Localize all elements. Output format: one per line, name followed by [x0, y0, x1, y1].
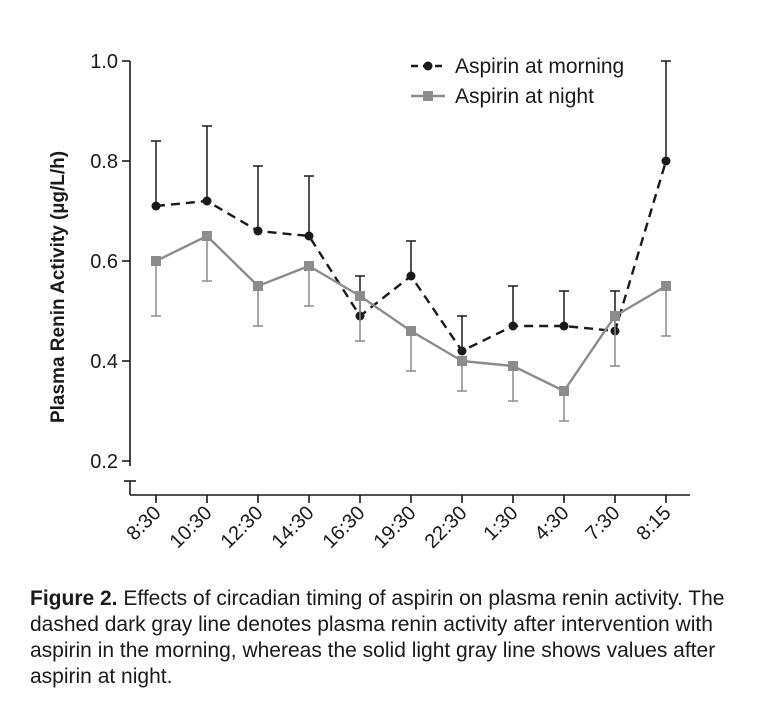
- data-point: [304, 261, 314, 271]
- x-tick-label: 8:15: [632, 502, 675, 545]
- x-tick-label: 1:30: [479, 502, 522, 545]
- legend-item-aspirin-night: Aspirin at night: [411, 85, 594, 108]
- data-point: [661, 156, 671, 166]
- x-tick-label: 8:30: [122, 502, 165, 545]
- data-point: [457, 346, 467, 356]
- data-point: [457, 356, 467, 366]
- line-chart: 0.20.40.60.81.08:30 10:30 12:30 14:30 16:30 1…: [48, 51, 690, 553]
- data-point: [151, 256, 161, 266]
- data-point: [661, 281, 671, 291]
- data-point: [151, 201, 161, 211]
- legend-marker: [423, 61, 433, 71]
- series-layer: [151, 60, 671, 422]
- y-tick-label: 0.4: [90, 351, 118, 373]
- data-point: [559, 386, 569, 396]
- y-tick-label: 1.0: [90, 51, 118, 73]
- legend-label: Aspirin at morning: [455, 55, 624, 78]
- y-tick-label: 0.8: [90, 151, 118, 173]
- data-point: [202, 231, 212, 241]
- chart-legend: Aspirin at morning Aspirin at night: [411, 55, 624, 108]
- caption-label: Figure 2.: [30, 587, 118, 610]
- data-point: [304, 231, 314, 241]
- x-tick-label: 16:30: [319, 502, 370, 553]
- data-point: [508, 321, 518, 331]
- y-tick-label: 0.6: [90, 251, 118, 273]
- y-axis-title: Plasma Renin Activity (µg/L/h): [48, 151, 69, 423]
- x-tick-label: 4:30: [530, 502, 573, 545]
- data-point: [406, 326, 416, 336]
- x-tick-label: 14:30: [268, 502, 319, 553]
- legend-label: Aspirin at night: [455, 85, 594, 108]
- data-point: [508, 361, 518, 371]
- x-tick-label: 22:30: [421, 502, 472, 553]
- data-point: [406, 271, 416, 281]
- data-point: [202, 196, 212, 206]
- y-tick-label: 0.2: [90, 451, 118, 473]
- data-point: [559, 321, 569, 331]
- x-tick-label: 19:30: [370, 502, 421, 553]
- x-tick-label: 12:30: [217, 502, 268, 553]
- data-point: [610, 311, 620, 321]
- data-point: [253, 226, 263, 236]
- caption-text: Effects of circadian timing of aspirin o…: [30, 587, 725, 688]
- legend-marker: [423, 91, 433, 101]
- figure-caption: Figure 2. Effects of circadian timing of…: [30, 586, 730, 690]
- x-tick-label: 7:30: [581, 502, 624, 545]
- series-aspirin-night: [151, 231, 671, 422]
- x-tick-label: 10:30: [166, 502, 217, 553]
- legend-item-aspirin-morning: Aspirin at morning: [411, 55, 624, 78]
- data-point: [355, 291, 365, 301]
- series-aspirin-morning: [151, 60, 671, 356]
- data-point: [253, 281, 263, 291]
